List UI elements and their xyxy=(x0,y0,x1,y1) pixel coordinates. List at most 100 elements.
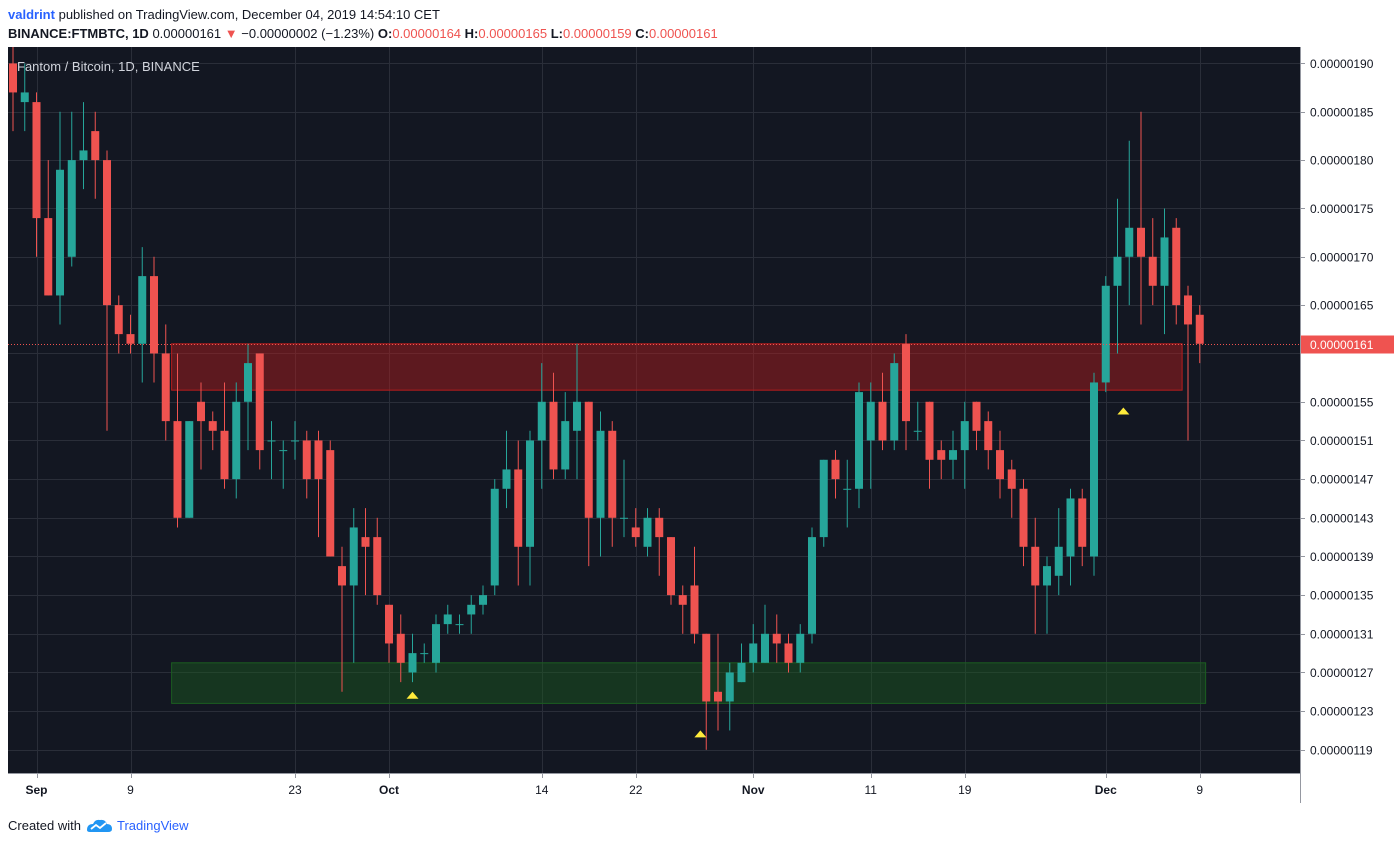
candle-body xyxy=(949,450,957,460)
candle xyxy=(502,430,511,509)
open-value: 0.00000164 xyxy=(392,26,462,41)
candle xyxy=(702,633,711,750)
candle-body xyxy=(878,401,887,441)
candle-body xyxy=(596,430,605,518)
close-value: 0.00000161 xyxy=(649,26,718,41)
candle-body xyxy=(843,488,852,490)
candle-body xyxy=(784,643,793,663)
candle-body xyxy=(490,488,499,586)
candle xyxy=(1090,372,1098,576)
candle xyxy=(831,450,840,499)
candle xyxy=(279,440,288,489)
candle xyxy=(432,614,440,673)
candle xyxy=(1172,218,1181,325)
candle-body xyxy=(772,633,781,644)
author-link[interactable]: valdrint xyxy=(8,7,55,22)
x-tick-label: Dec xyxy=(1095,783,1117,797)
candle xyxy=(490,479,499,596)
candle xyxy=(960,401,969,489)
candle-body xyxy=(702,633,711,702)
price-chart[interactable]: 0.00000161 0.00000190 0.00000185 0.0000018… xyxy=(0,47,1395,803)
candle xyxy=(1195,305,1204,364)
candle xyxy=(514,440,523,586)
candle-body xyxy=(514,469,523,547)
markers xyxy=(406,407,1130,738)
candle-body xyxy=(291,440,299,442)
candle-body xyxy=(361,537,370,547)
y-tick-label: 0.00000127 xyxy=(1310,666,1374,680)
candle-body xyxy=(584,401,593,518)
candle xyxy=(67,111,76,267)
candle xyxy=(420,643,429,663)
footer: Created with TradingView xyxy=(8,817,189,833)
candle-body xyxy=(208,421,217,431)
candle-body xyxy=(573,401,581,431)
high-value: 0.00000165 xyxy=(478,26,548,41)
x-tick-label: 19 xyxy=(958,783,972,797)
candle-body xyxy=(420,653,429,655)
candle-body xyxy=(20,92,29,103)
y-tick-label: 0.00000190 xyxy=(1310,57,1374,71)
candle-body xyxy=(1066,498,1075,557)
candle-body xyxy=(1160,237,1169,286)
time-axis[interactable] xyxy=(8,773,1300,803)
candle xyxy=(32,92,41,257)
last-price: 0.00000161 xyxy=(152,26,222,41)
zones xyxy=(171,343,1207,704)
candle xyxy=(1031,517,1040,634)
candle xyxy=(1113,198,1122,354)
candle-body xyxy=(279,450,288,452)
y-tick-label: 0.00000131 xyxy=(1310,627,1374,641)
candle-body xyxy=(185,421,194,518)
candle xyxy=(302,430,311,499)
candle xyxy=(537,363,546,489)
candle xyxy=(1148,218,1157,306)
y-tick-label: 0.00000135 xyxy=(1310,589,1374,603)
candle xyxy=(291,421,299,460)
y-tick-label: 0.00000175 xyxy=(1310,202,1374,216)
candle-body xyxy=(960,421,969,451)
created-with: Created with xyxy=(8,817,81,833)
price-axis[interactable] xyxy=(1300,47,1394,803)
tradingview-link[interactable]: TradingView xyxy=(116,817,189,833)
candle-body xyxy=(373,537,382,596)
y-tick-label: 0.00000123 xyxy=(1310,705,1374,719)
candle xyxy=(913,401,922,441)
candle xyxy=(667,537,675,605)
candle-body xyxy=(819,459,828,538)
candle-body xyxy=(667,537,675,596)
y-tick-label: 0.00000151 xyxy=(1310,434,1374,448)
candle xyxy=(772,614,781,663)
candle xyxy=(584,401,593,567)
y-axis-ticks: 0.00000190 0.00000185 0.00000180 0.00000175… xyxy=(1300,57,1374,757)
candle xyxy=(161,324,170,441)
candle xyxy=(244,343,252,451)
chart-title: Fantom / Bitcoin, 1D, BINANCE xyxy=(17,59,200,74)
candle-body xyxy=(56,169,64,296)
open-label: O: xyxy=(377,26,393,41)
candle-body xyxy=(220,430,229,480)
candle-body xyxy=(1172,227,1181,306)
x-tick-label: 11 xyxy=(865,783,878,797)
candle xyxy=(690,546,699,644)
high-label: H: xyxy=(464,26,479,41)
low-label: L: xyxy=(550,26,563,41)
candle-body xyxy=(561,421,570,470)
candle-body xyxy=(255,353,264,451)
candle-body xyxy=(1101,285,1110,383)
candle-body xyxy=(831,459,840,480)
candle-body xyxy=(302,440,311,480)
candle xyxy=(573,343,581,480)
down-arrow-icon: ▼ xyxy=(224,26,238,41)
candle xyxy=(197,382,205,470)
candle xyxy=(1101,276,1110,393)
candle xyxy=(9,47,17,132)
candle-body xyxy=(126,334,135,344)
candle-body xyxy=(631,527,640,538)
candle-body xyxy=(937,450,946,460)
candle-body xyxy=(1054,546,1063,576)
published-text: published on TradingView.com, December 0… xyxy=(58,7,440,22)
candle xyxy=(479,585,487,615)
candle xyxy=(549,372,558,480)
candle-body xyxy=(326,450,335,557)
